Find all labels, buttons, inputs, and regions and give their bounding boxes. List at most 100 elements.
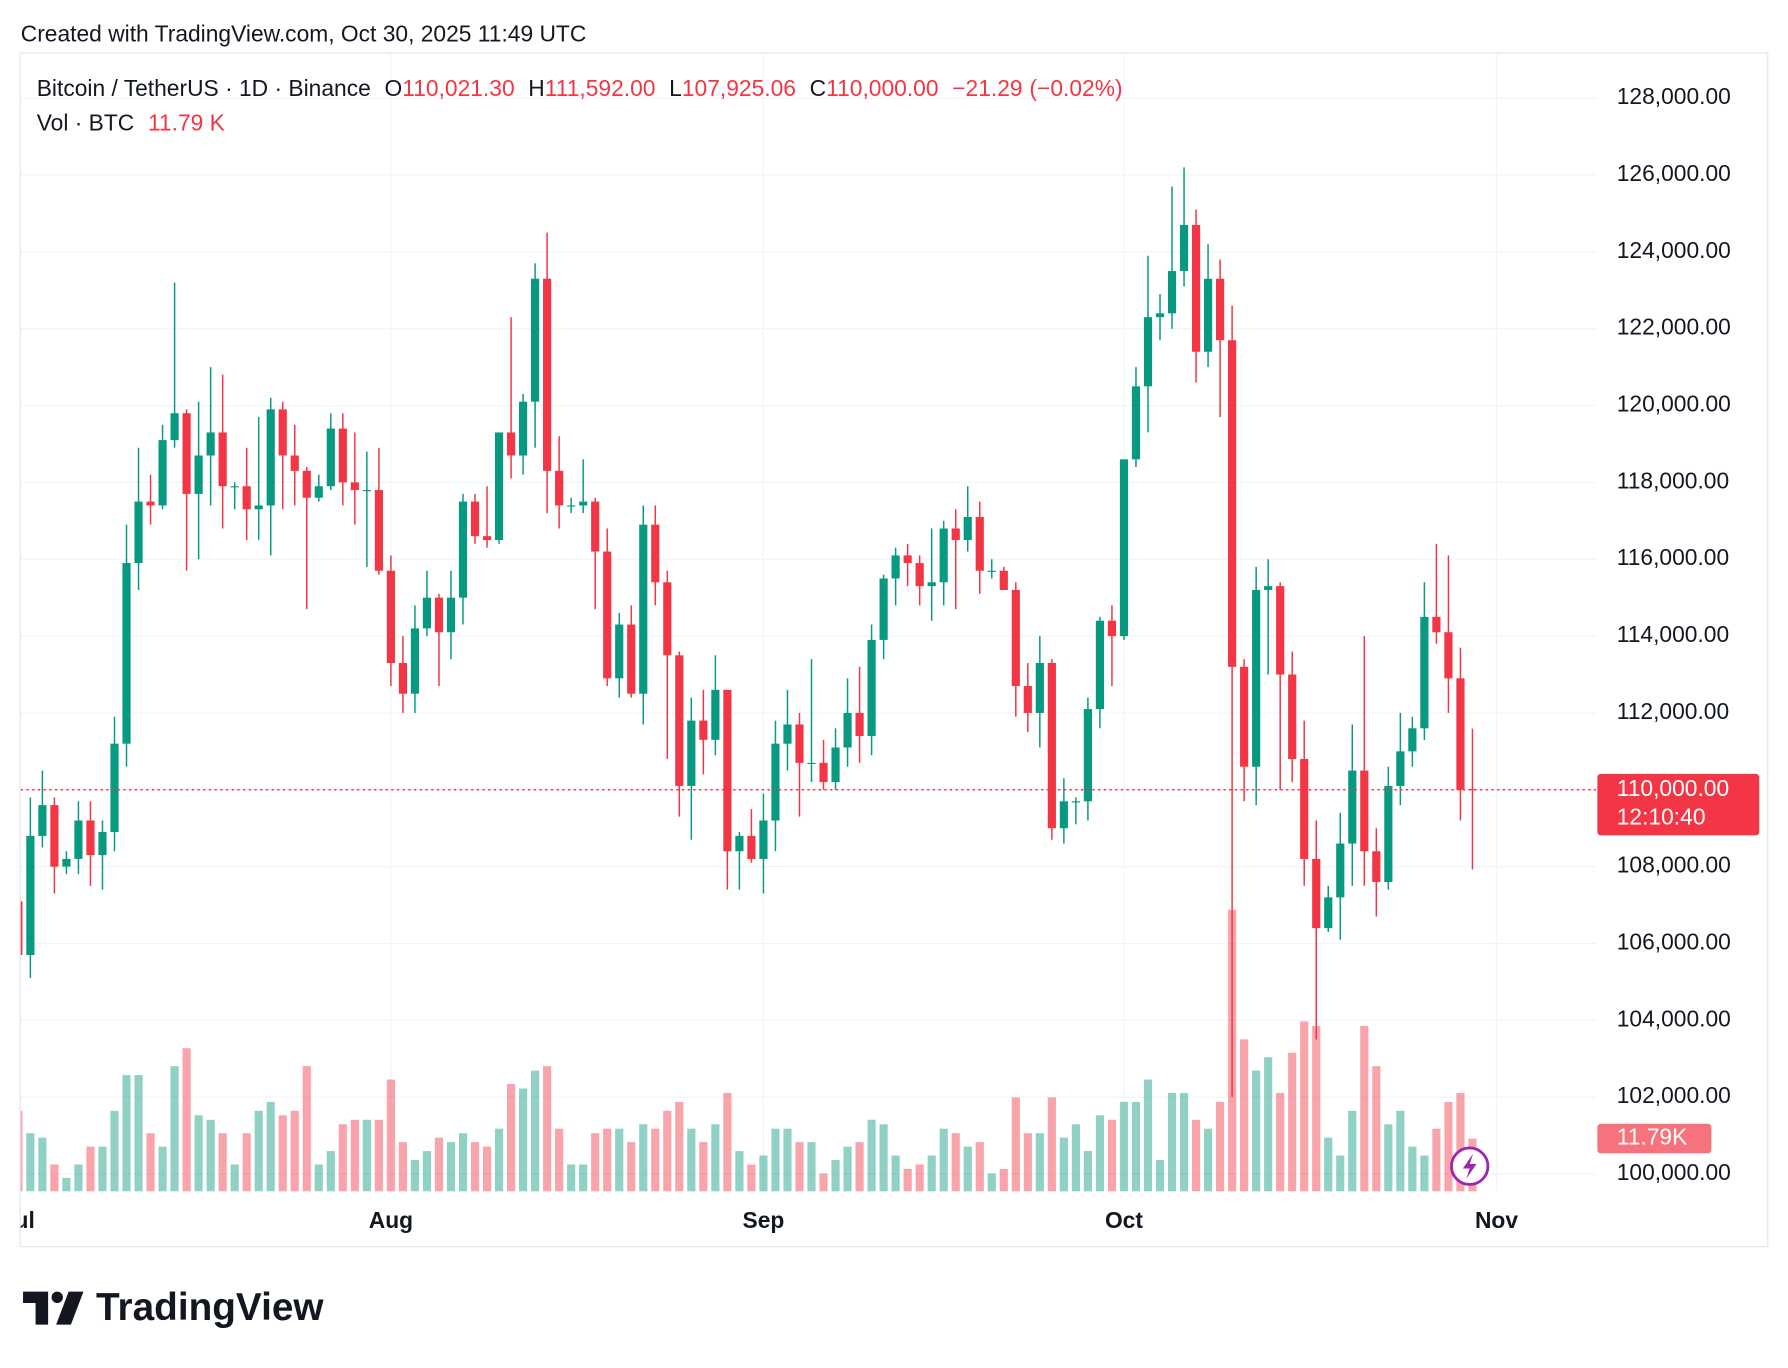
candle-body bbox=[218, 432, 227, 487]
candle-body bbox=[999, 570, 1008, 590]
candle-body bbox=[735, 835, 744, 852]
volume-bar bbox=[386, 1079, 395, 1192]
volume-bar bbox=[350, 1119, 359, 1192]
candle-body bbox=[1071, 801, 1080, 803]
candle-body bbox=[1336, 843, 1345, 898]
volume-bar bbox=[1119, 1101, 1129, 1192]
candle-body bbox=[194, 455, 203, 494]
candle-body bbox=[795, 724, 804, 763]
candle-body bbox=[134, 501, 143, 564]
lightning-icon[interactable] bbox=[1450, 1146, 1490, 1186]
candle-body bbox=[1348, 770, 1357, 844]
volume-bar bbox=[783, 1128, 792, 1192]
volume-bar bbox=[98, 1146, 107, 1192]
volume-bar bbox=[374, 1119, 383, 1192]
y-tick-label: 114,000.00 bbox=[1617, 621, 1729, 647]
volume-bar bbox=[290, 1110, 299, 1192]
header-text: Created with TradingView.com, Oct 30, 20… bbox=[21, 20, 587, 46]
volume-bar bbox=[951, 1133, 960, 1192]
icon-bolt[interactable] bbox=[1462, 1153, 1477, 1179]
volume-bar bbox=[242, 1133, 251, 1192]
y-tick-label: 100,000.00 bbox=[1617, 1159, 1731, 1185]
volume-bar bbox=[903, 1168, 912, 1192]
logo-text: TradingView bbox=[96, 1286, 324, 1329]
price-pane: Jul Aug Sep Oct Nov bbox=[20, 167, 1597, 1233]
volume-bar bbox=[1372, 1066, 1381, 1192]
volume-bar bbox=[675, 1101, 684, 1192]
volume-bar bbox=[1167, 1092, 1177, 1192]
legend-key: H bbox=[528, 75, 544, 101]
volume-bar bbox=[1216, 1101, 1225, 1192]
volume-bar bbox=[1324, 1137, 1333, 1192]
volume-bar bbox=[26, 1133, 35, 1192]
candle-body bbox=[723, 689, 732, 852]
volume-bar bbox=[422, 1151, 432, 1192]
x-tick-label: Aug bbox=[369, 1207, 413, 1233]
volume-bar bbox=[987, 1173, 996, 1192]
volume-bar bbox=[230, 1164, 239, 1192]
candle-body bbox=[855, 712, 864, 736]
x-tick-label: Sep bbox=[743, 1207, 785, 1233]
candle-body bbox=[1107, 620, 1117, 637]
volume-bar bbox=[639, 1124, 648, 1192]
volume-bar bbox=[999, 1168, 1008, 1192]
candle-body bbox=[1240, 666, 1249, 767]
volume-bar bbox=[651, 1128, 660, 1192]
volume-bar bbox=[194, 1115, 203, 1192]
candle-body bbox=[278, 409, 287, 456]
volume-bar bbox=[663, 1110, 672, 1192]
volume-bar bbox=[254, 1110, 263, 1192]
volume-bar bbox=[494, 1128, 504, 1192]
candle-body bbox=[266, 409, 275, 506]
candle-body bbox=[843, 712, 852, 748]
legend-key: O bbox=[384, 75, 402, 101]
candle-body bbox=[86, 820, 95, 856]
volume-bar bbox=[182, 1048, 191, 1192]
volume-bar bbox=[795, 1142, 804, 1192]
y-tick-label: 128,000.00 bbox=[1617, 83, 1731, 109]
y-tick-label: 116,000.00 bbox=[1617, 544, 1729, 570]
volume-bar bbox=[146, 1133, 155, 1192]
candle-body bbox=[1119, 459, 1129, 637]
candle-body bbox=[326, 428, 335, 487]
candle-body bbox=[867, 639, 876, 736]
volume-bar bbox=[1384, 1124, 1393, 1192]
volume-pane bbox=[20, 909, 1477, 1192]
volume-bar bbox=[1191, 1119, 1201, 1192]
y-tick-label: 120,000.00 bbox=[1617, 391, 1731, 417]
candle-body bbox=[591, 501, 600, 552]
candle-body bbox=[1384, 785, 1393, 882]
candle-body bbox=[555, 470, 564, 506]
candle-body bbox=[470, 501, 480, 537]
volume-bar bbox=[134, 1075, 143, 1192]
candle-body bbox=[711, 689, 720, 740]
countdown-label: 12:10:40 bbox=[1617, 803, 1706, 829]
candle-body bbox=[1288, 674, 1297, 760]
candle-body bbox=[1324, 897, 1333, 929]
candle-body bbox=[831, 747, 840, 783]
candle-body bbox=[963, 516, 972, 541]
candle-body bbox=[915, 563, 924, 587]
y-tick-label: 118,000.00 bbox=[1617, 467, 1729, 493]
legend-symbol: Bitcoin / TetherUS · 1D · Binance bbox=[37, 75, 371, 101]
volume-bar bbox=[278, 1115, 287, 1192]
volume-bar bbox=[615, 1128, 624, 1192]
volume-bar bbox=[86, 1146, 95, 1192]
volume-bar bbox=[398, 1142, 407, 1192]
y-tick-label: 108,000.00 bbox=[1617, 852, 1731, 878]
axes: 100,000.00 102,000.00 104,000.00 106,000.00… bbox=[1597, 83, 1760, 1185]
candle-body bbox=[1011, 589, 1020, 687]
candle-body bbox=[158, 440, 167, 506]
volume-bar bbox=[735, 1151, 744, 1192]
volume-bar bbox=[50, 1164, 59, 1192]
volume-bar bbox=[158, 1146, 167, 1192]
legend-value: 111,592.00 bbox=[545, 75, 656, 101]
candle-body bbox=[783, 724, 792, 744]
volume-bar bbox=[1396, 1110, 1405, 1192]
volume-badge bbox=[1597, 1123, 1712, 1154]
candle-body bbox=[254, 505, 263, 510]
candle-body bbox=[1131, 386, 1141, 460]
logo-dot bbox=[51, 1291, 63, 1304]
candle-body bbox=[615, 624, 624, 679]
candle-body bbox=[20, 901, 23, 955]
